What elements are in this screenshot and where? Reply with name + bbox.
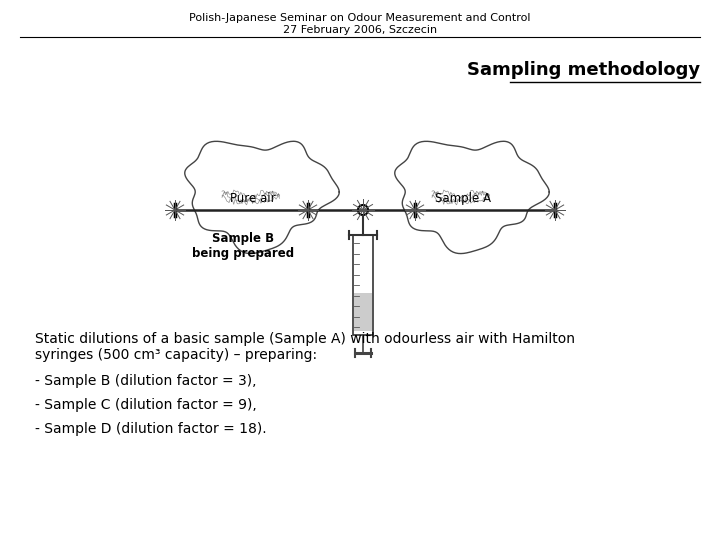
Text: 27 February 2006, Szczecin: 27 February 2006, Szczecin bbox=[283, 25, 437, 35]
Text: - Sample C (dilution factor = 9),: - Sample C (dilution factor = 9), bbox=[35, 398, 257, 412]
Text: - Sample B (dilution factor = 3),: - Sample B (dilution factor = 3), bbox=[35, 374, 256, 388]
Text: Polish-Japanese Seminar on Odour Measurement and Control: Polish-Japanese Seminar on Odour Measure… bbox=[189, 13, 531, 23]
Bar bbox=[354, 293, 372, 331]
Text: - Sample D (dilution factor = 18).: - Sample D (dilution factor = 18). bbox=[35, 422, 266, 436]
Bar bbox=[353, 235, 373, 335]
Text: Sample B
being prepared: Sample B being prepared bbox=[192, 232, 294, 260]
Text: Sample A: Sample A bbox=[435, 192, 491, 205]
Text: Pure air: Pure air bbox=[230, 192, 276, 205]
Text: Static dilutions of a basic sample (Sample A) with odourless air with Hamilton: Static dilutions of a basic sample (Samp… bbox=[35, 332, 575, 346]
Circle shape bbox=[358, 205, 368, 215]
Text: syringes (500 cm³ capacity) – preparing:: syringes (500 cm³ capacity) – preparing: bbox=[35, 348, 317, 362]
Text: Sampling methodology: Sampling methodology bbox=[467, 61, 700, 79]
